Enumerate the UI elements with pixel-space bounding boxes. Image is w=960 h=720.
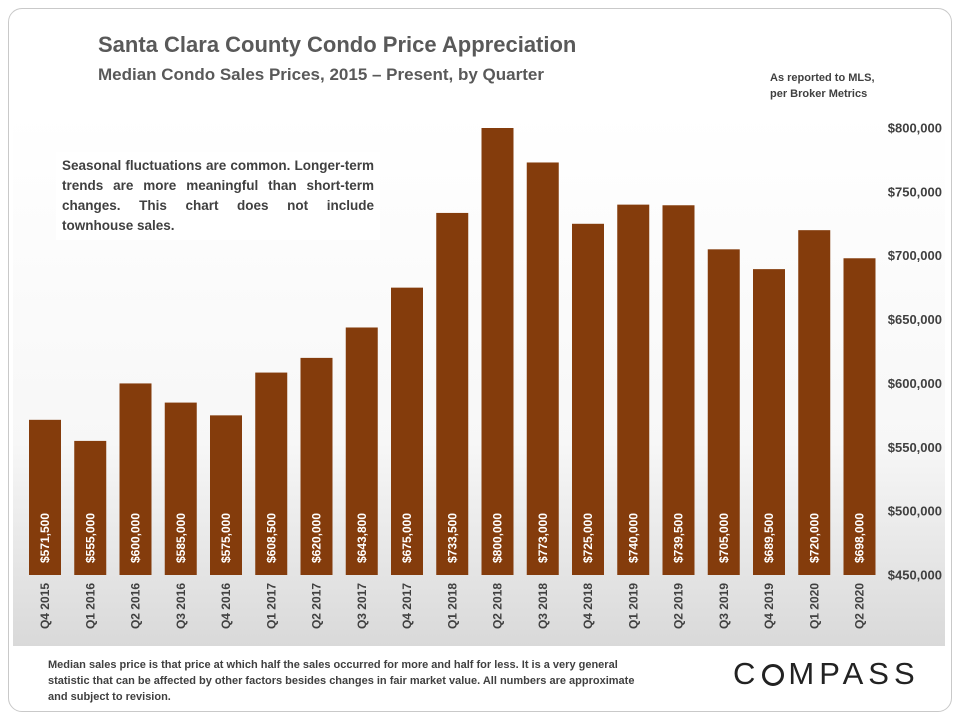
y-tick-label: $800,000 <box>888 121 942 136</box>
x-tick-label: Q4 2019 <box>762 583 776 629</box>
logo-text-post: MPASS <box>788 656 920 691</box>
x-tick-label: Q1 2018 <box>445 583 459 629</box>
x-tick-label: Q3 2019 <box>717 583 731 629</box>
bar <box>345 327 378 575</box>
bar <box>526 162 559 576</box>
logo-ring-icon <box>762 664 785 686</box>
x-tick-label: Q1 2016 <box>83 583 97 629</box>
bar <box>74 440 107 575</box>
chart-title: Santa Clara County Condo Price Appreciat… <box>98 32 577 57</box>
bar <box>29 419 61 575</box>
bar-value-label: $800,000 <box>491 513 505 563</box>
bar <box>481 128 514 575</box>
y-tick-label: $750,000 <box>888 184 942 199</box>
x-tick-label: Q2 2016 <box>129 583 143 629</box>
y-axis: $450,000 $500,000 $550,000 $600,000 $650,000… <box>888 121 942 583</box>
y-tick-label: $500,000 <box>888 504 942 519</box>
chart-annotation: Seasonal fluctuations are common. Longer… <box>56 152 380 240</box>
x-tick-label: Q4 2016 <box>219 583 233 629</box>
logo-text-pre: C <box>733 656 761 691</box>
x-tick-label: Q3 2018 <box>536 583 550 629</box>
bar-value-label: $600,000 <box>129 513 143 563</box>
bar-value-label: $608,500 <box>264 513 278 563</box>
bar-value-label: $585,000 <box>174 513 188 563</box>
bar <box>164 402 197 575</box>
bar-value-label: $725,000 <box>581 513 595 563</box>
source-note-line: per Broker Metrics <box>770 88 868 100</box>
footnote: Median sales price is that price at whic… <box>48 659 635 703</box>
x-tick-label: Q3 2016 <box>174 583 188 629</box>
y-tick-label: $550,000 <box>888 440 942 455</box>
source-note-line: As reported to MLS, <box>770 72 875 84</box>
bar-series: $571,500 $555,000 $600,000 $585,000 $575,000… <box>29 128 876 576</box>
bar <box>391 287 423 575</box>
x-tick-label: Q2 2019 <box>672 583 686 629</box>
x-tick-label: Q2 2020 <box>853 583 867 629</box>
bar-value-label: $740,000 <box>626 513 640 563</box>
compass-logo: C MPASS <box>733 656 920 692</box>
bar <box>210 415 242 575</box>
x-tick-label: Q4 2017 <box>400 583 414 629</box>
bar <box>707 249 740 576</box>
bar-value-label: $555,000 <box>83 513 97 563</box>
y-tick-label: $700,000 <box>888 248 942 263</box>
bar-value-label: $675,000 <box>400 513 414 563</box>
bar-value-label: $733,500 <box>445 513 459 563</box>
bar-value-label: $575,000 <box>219 513 233 563</box>
bar-value-label: $739,500 <box>672 513 686 563</box>
bar <box>753 269 785 575</box>
bar-value-label: $571,500 <box>38 513 52 563</box>
bar-value-label: $689,500 <box>762 513 776 563</box>
bar <box>662 205 695 575</box>
bar <box>617 204 650 575</box>
bar-value-label: $643,800 <box>355 513 369 563</box>
x-tick-label: Q2 2018 <box>491 583 505 629</box>
x-tick-label: Q4 2018 <box>581 583 595 629</box>
bar-value-label: $773,000 <box>536 513 550 563</box>
bar-value-label: $705,000 <box>717 513 731 563</box>
y-tick-label: $600,000 <box>888 376 942 391</box>
chart-subtitle: Median Condo Sales Prices, 2015 – Presen… <box>98 65 544 84</box>
x-tick-label: Q1 2019 <box>626 583 640 629</box>
bar <box>798 230 831 575</box>
bar-value-label: $620,000 <box>310 513 324 563</box>
bar <box>436 212 469 575</box>
bar <box>119 383 152 575</box>
bar <box>572 223 604 576</box>
x-axis: Q4 2015 Q1 2016 Q2 2016 Q3 2016 Q4 2016 Q1 20… <box>38 583 867 629</box>
source-note: As reported to MLS, per Broker Metrics <box>770 70 900 102</box>
x-tick-label: Q1 2017 <box>264 583 278 629</box>
x-tick-label: Q4 2015 <box>38 583 52 629</box>
bar-value-label: $720,000 <box>807 513 821 563</box>
bar <box>300 357 333 575</box>
x-tick-label: Q1 2020 <box>807 583 821 629</box>
y-tick-label: $650,000 <box>888 312 942 327</box>
bar-value-label: $698,000 <box>853 513 867 563</box>
bar <box>255 372 288 575</box>
bar <box>843 258 876 575</box>
x-tick-label: Q2 2017 <box>310 583 324 629</box>
x-tick-label: Q3 2017 <box>355 583 369 629</box>
y-tick-label: $450,000 <box>888 568 942 583</box>
